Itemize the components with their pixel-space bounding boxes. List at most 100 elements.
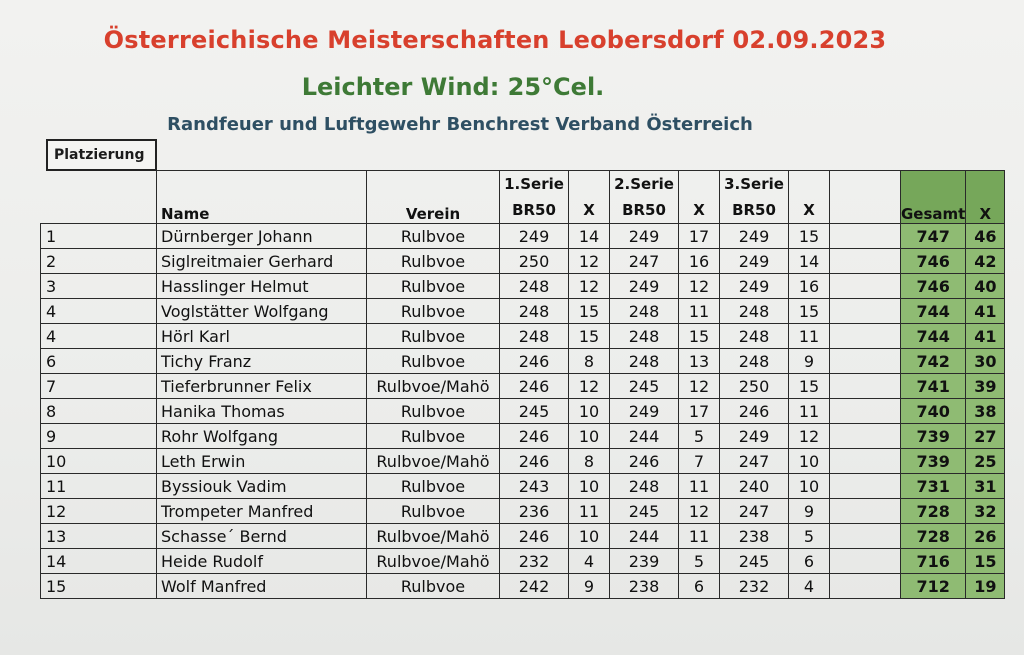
x1-cell: 15 (568, 323, 610, 349)
total-cell: 739 (899, 423, 967, 449)
serie3-cell: 249 (719, 273, 789, 299)
serie3-cell: 245 (719, 548, 789, 574)
total-x-cell: 41 (965, 323, 1006, 349)
page-title: Österreichische Meisterschaften Leobersd… (103, 26, 887, 54)
x3-cell: 10 (788, 473, 830, 499)
verein-cell: Rulbvoe (366, 473, 500, 499)
gap-cell (829, 248, 901, 274)
serie3-cell: 248 (719, 298, 789, 324)
gap-cell (829, 423, 901, 449)
serie3-cell: 248 (719, 323, 789, 349)
serie3-cell: 232 (719, 573, 789, 599)
table-row: 7 Tieferbrunner Felix Rulbvoe/Mahö 246 12 245… (40, 373, 1006, 399)
table-row: 2 Siglreitmaier Gerhard Rulbvoe 250 12 247 16 2… (40, 248, 1006, 274)
table-row: 13 Schasse´ Bernd Rulbvoe/Mahö 246 10 244 11 23… (40, 523, 1006, 549)
rank-cell: 9 (40, 423, 157, 449)
serie1-cell: 248 (499, 273, 569, 299)
name-cell: Byssiouk Vadim (156, 473, 367, 499)
x3-cell: 4 (788, 573, 830, 599)
x3-cell: 5 (788, 523, 830, 549)
name-cell: Heide Rudolf (156, 548, 367, 574)
rank-cell: 2 (40, 248, 157, 274)
x3-cell: 11 (788, 398, 830, 424)
gap-cell (829, 373, 901, 399)
name-cell: Trompeter Manfred (156, 498, 367, 524)
rank-cell: 1 (40, 223, 157, 249)
header-x1: X (568, 170, 610, 224)
x1-cell: 12 (568, 373, 610, 399)
table-row: 3 Hasslinger Helmut Rulbvoe 248 12 249 12 249 16… (40, 273, 1006, 299)
serie3-cell: 250 (719, 373, 789, 399)
total-cell: 731 (899, 473, 967, 499)
x3-cell: 15 (788, 223, 830, 249)
serie3-cell: 246 (719, 398, 789, 424)
x2-cell: 11 (678, 523, 720, 549)
total-cell: 744 (899, 323, 967, 349)
x1-cell: 11 (568, 498, 610, 524)
x1-cell: 9 (568, 573, 610, 599)
serie2-cell: 239 (609, 548, 679, 574)
x1-cell: 10 (568, 398, 610, 424)
header-rank-cell (40, 170, 157, 224)
serie3-cell: 249 (719, 423, 789, 449)
verein-cell: Rulbvoe (366, 248, 500, 274)
total-cell: 744 (899, 298, 967, 324)
total-x-cell: 32 (965, 498, 1006, 524)
name-cell: Leth Erwin (156, 448, 367, 474)
gap-cell (829, 273, 901, 299)
verein-cell: Rulbvoe (366, 573, 500, 599)
x3-cell: 10 (788, 448, 830, 474)
table-row: 1 Dürnberger Johann Rulbvoe 249 14 249 17 249 15… (40, 223, 1006, 249)
gap-cell (829, 298, 901, 324)
x3-cell: 9 (788, 348, 830, 374)
serie3-cell: 247 (719, 448, 789, 474)
header-serie2-br50: BR50 (622, 201, 666, 219)
table-row: 11 Byssiouk Vadim Rulbvoe 243 10 248 11 240 10 73… (40, 473, 1006, 499)
total-x-cell: 38 (965, 398, 1006, 424)
x2-cell: 17 (678, 223, 720, 249)
header-x3: X (788, 170, 830, 224)
name-cell: Rohr Wolfgang (156, 423, 367, 449)
gap-cell (829, 323, 901, 349)
total-cell: 747 (899, 223, 967, 249)
x2-cell: 7 (678, 448, 720, 474)
header-serie3-label: 3.Serie (724, 175, 784, 193)
verein-cell: Rulbvoe/Mahö (366, 548, 500, 574)
verein-cell: Rulbvoe (366, 273, 500, 299)
table-row: 9 Rohr Wolfgang Rulbvoe 246 10 244 5 249 12 739 27 (40, 423, 1006, 449)
serie1-cell: 245 (499, 398, 569, 424)
name-cell: Tieferbrunner Felix (156, 373, 367, 399)
rank-cell: 3 (40, 273, 157, 299)
x3-cell: 15 (788, 373, 830, 399)
table-header-row: Name Verein 1.Serie BR50 X 2.Serie BR50 X … (40, 170, 1006, 224)
total-x-cell: 26 (965, 523, 1006, 549)
rank-cell: 4 (40, 298, 157, 324)
x2-cell: 12 (678, 273, 720, 299)
verein-cell: Rulbvoe (366, 323, 500, 349)
serie3-cell: 240 (719, 473, 789, 499)
total-cell: 728 (899, 498, 967, 524)
serie1-cell: 250 (499, 248, 569, 274)
header-name: Name (156, 170, 367, 224)
verein-cell: Rulbvoe/Mahö (366, 373, 500, 399)
serie2-cell: 245 (609, 498, 679, 524)
x3-cell: 12 (788, 423, 830, 449)
table-row: 4 Hörl Karl Rulbvoe 248 15 248 15 248 11 744 41 (40, 323, 1006, 349)
serie1-cell: 246 (499, 448, 569, 474)
verein-cell: Rulbvoe (366, 298, 500, 324)
header-x2: X (678, 170, 720, 224)
serie1-cell: 246 (499, 523, 569, 549)
serie2-cell: 248 (609, 323, 679, 349)
header-serie3: 3.Serie BR50 (719, 170, 789, 224)
serie3-cell: 249 (719, 248, 789, 274)
results-table: Name Verein 1.Serie BR50 X 2.Serie BR50 X … (40, 170, 1006, 599)
x1-cell: 8 (568, 448, 610, 474)
table-row: 14 Heide Rudolf Rulbvoe/Mahö 232 4 239 5 245 6 71… (40, 548, 1006, 574)
x3-cell: 15 (788, 298, 830, 324)
header-gesamt: Gesamt (899, 170, 967, 224)
rank-cell: 15 (40, 573, 157, 599)
serie2-cell: 249 (609, 398, 679, 424)
total-cell: 739 (899, 448, 967, 474)
gap-cell (829, 398, 901, 424)
name-cell: Voglstätter Wolfgang (156, 298, 367, 324)
